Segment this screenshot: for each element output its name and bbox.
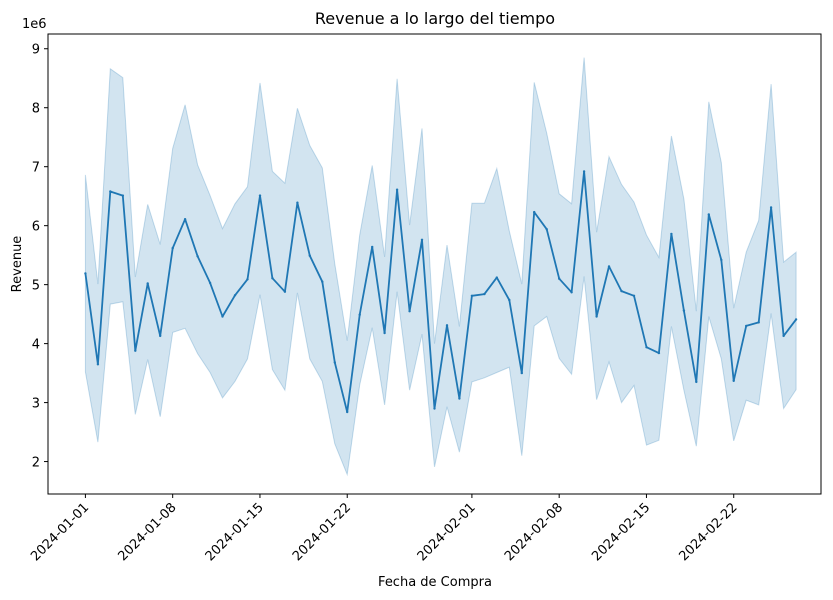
data-point: [470, 294, 474, 297]
data-point: [695, 380, 698, 384]
y-tick-label: 5: [32, 279, 40, 294]
y-tick-label: 7: [32, 161, 40, 176]
x-axis-title: Fecha de Compra: [378, 575, 492, 590]
data-point: [420, 238, 424, 241]
data-point: [258, 194, 262, 197]
y-tick-label: 8: [32, 102, 40, 117]
data-point: [582, 170, 586, 173]
data-point: [383, 331, 386, 335]
data-point: [433, 407, 436, 410]
data-point: [283, 290, 287, 293]
data-point: [321, 280, 324, 283]
data-point: [134, 349, 137, 352]
data-point: [246, 278, 249, 281]
data-point: [720, 258, 723, 262]
data-point: [645, 346, 648, 349]
data-point: [520, 371, 523, 375]
data-point: [495, 276, 498, 279]
data-point: [208, 281, 212, 285]
data-point: [558, 277, 561, 280]
confidence-band: [84, 57, 797, 477]
data-point: [670, 232, 673, 236]
data-point: [296, 201, 299, 204]
data-point: [620, 289, 623, 293]
data-point: [146, 282, 149, 285]
data-point: [794, 318, 798, 321]
data-point: [508, 298, 511, 302]
y-tick-label: 3: [32, 397, 40, 412]
data-point: [408, 310, 411, 313]
data-point: [371, 245, 374, 249]
data-point: [657, 351, 661, 355]
data-point: [732, 379, 735, 382]
data-point: [445, 324, 449, 327]
data-point: [782, 334, 785, 338]
data-point: [121, 194, 125, 197]
data-point: [545, 228, 548, 231]
series-line: [84, 170, 797, 413]
data-point: [221, 315, 224, 318]
data-point: [707, 213, 710, 216]
data-point: [745, 324, 748, 328]
data-point: [769, 206, 773, 209]
data-point: [757, 321, 760, 324]
data-point: [358, 313, 361, 316]
data-point: [183, 218, 187, 221]
data-point: [333, 361, 336, 364]
chart-title: Revenue a lo largo del tiempo: [315, 9, 555, 28]
y-tick-label: 6: [32, 220, 40, 235]
data-point: [96, 363, 100, 366]
data-point: [533, 210, 536, 214]
data-point: [458, 397, 461, 400]
data-point: [607, 265, 611, 268]
data-point: [109, 190, 112, 193]
data-point: [159, 334, 162, 338]
data-point: [84, 272, 87, 275]
data-point: [196, 255, 199, 258]
data-point: [308, 254, 311, 257]
data-point: [595, 315, 598, 318]
y-tick-label: 9: [32, 43, 40, 58]
data-point: [570, 291, 573, 294]
data-point: [271, 277, 274, 280]
data-point: [632, 294, 636, 297]
axes-frame: [47, 33, 822, 495]
y-axis-title: Revenue: [10, 236, 25, 293]
y-tick-label: 4: [32, 338, 40, 353]
data-point: [682, 309, 686, 312]
y-tick-label: 2: [32, 456, 40, 471]
data-point: [233, 294, 237, 297]
data-point: [395, 188, 399, 191]
y-scale-label: 1e6: [22, 17, 47, 32]
data-point: [171, 246, 174, 250]
data-point: [346, 410, 349, 414]
data-point: [483, 292, 486, 296]
